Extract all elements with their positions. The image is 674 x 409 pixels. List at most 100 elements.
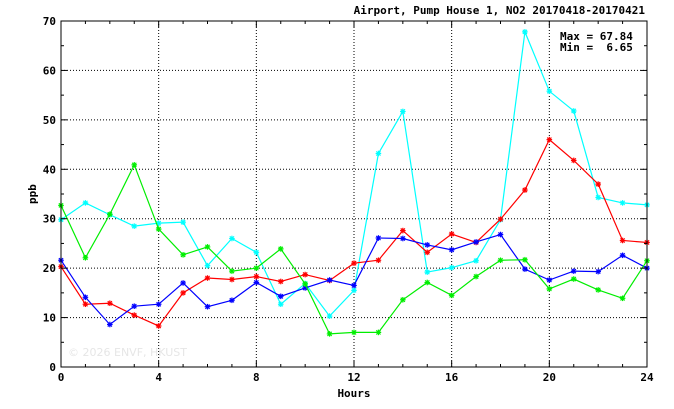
data-point: [82, 294, 89, 301]
y-tick-label: 20: [43, 262, 56, 275]
data-point: [180, 251, 186, 258]
y-tick-label: 10: [43, 312, 56, 325]
data-point: [326, 331, 333, 337]
data-point: [546, 136, 553, 143]
data-point: [497, 257, 504, 264]
data-point: [107, 211, 113, 218]
x-axis-label: Hours: [337, 387, 370, 400]
data-point: [229, 276, 235, 283]
data-point: [277, 301, 284, 308]
data-point: [155, 323, 162, 329]
data-point: [619, 200, 626, 206]
data-point: [570, 108, 577, 114]
data-point: [570, 276, 577, 282]
data-point: [277, 246, 284, 252]
data-point: [546, 88, 553, 94]
data-point: [204, 262, 211, 269]
x-tick-label: 16: [445, 371, 459, 384]
x-tick-label: 0: [58, 371, 65, 384]
data-point: [375, 329, 382, 336]
y-tick-label: 40: [43, 163, 56, 176]
data-point: [497, 231, 504, 238]
data-point: [595, 268, 601, 275]
data-point: [522, 29, 528, 35]
x-tick-label: 8: [253, 371, 260, 384]
data-point: [619, 295, 626, 302]
data-point: [351, 287, 357, 294]
data-point: [204, 244, 211, 250]
ticks: 0 4 8 12 16 20 24 0 10 20 30 40 50 60 70: [43, 15, 654, 384]
data-point: [131, 223, 138, 229]
x-tick-label: 4: [155, 371, 162, 384]
data-point: [155, 226, 162, 232]
data-point: [82, 200, 89, 206]
data-point: [497, 216, 504, 223]
y-axis-label: ppb: [26, 184, 39, 204]
data-point: [400, 235, 406, 242]
data-point: [473, 257, 479, 264]
data-point: [351, 329, 357, 336]
data-point: [155, 301, 162, 308]
data-point: [131, 312, 138, 318]
watermark: © 2026 ENVF, HKUST: [68, 346, 187, 359]
data-point: [302, 281, 308, 287]
data-point: [400, 296, 406, 303]
data-point: [424, 242, 431, 248]
y-tick-label: 30: [43, 213, 56, 226]
data-point: [229, 235, 235, 242]
data-point: [229, 297, 235, 304]
data-point: [204, 303, 211, 310]
y-tick-label: 70: [43, 15, 56, 28]
data-point: [448, 264, 455, 271]
data-point: [253, 279, 260, 286]
data-point: [448, 231, 455, 237]
data-point: [351, 282, 357, 289]
data-point: [82, 254, 89, 261]
data-point: [522, 256, 528, 263]
data-point: [253, 273, 260, 280]
min-annotation: Min = 6.65: [560, 41, 633, 54]
data-point: [253, 249, 260, 256]
data-point: [522, 266, 528, 272]
data-point: [375, 257, 382, 264]
y-tick-label: 0: [49, 361, 56, 374]
data-point: [107, 300, 113, 307]
data-point: [619, 237, 626, 244]
data-point: [595, 194, 601, 201]
grid: [61, 21, 647, 367]
data-point: [375, 150, 382, 157]
data-point: [326, 313, 333, 319]
x-tick-label: 20: [543, 371, 556, 384]
max-annotation: Max = 67.84: [560, 30, 633, 43]
data-point: [253, 265, 260, 271]
data-point: [277, 278, 284, 285]
data-point: [424, 269, 431, 275]
y-tick-label: 50: [43, 114, 56, 127]
data-point: [107, 321, 113, 328]
data-point: [180, 219, 186, 225]
data-point: [473, 239, 479, 245]
series-4: [58, 162, 650, 337]
data-point: [546, 286, 553, 292]
data-point: [131, 303, 138, 310]
chart-title: Airport, Pump House 1, NO2 20170418-2017…: [354, 4, 646, 17]
data-point: [546, 277, 553, 283]
x-tick-label: 24: [640, 371, 654, 384]
data-point: [375, 235, 382, 241]
data-point: [131, 162, 138, 168]
data-point: [204, 275, 211, 281]
data-point: [473, 273, 479, 280]
data-point: [570, 157, 577, 164]
data-point: [180, 280, 186, 286]
data-point: [448, 292, 455, 299]
data-point: [351, 260, 357, 266]
data-point: [82, 301, 89, 308]
data-point: [400, 108, 406, 115]
data-point: [424, 279, 431, 286]
data-point: [595, 287, 601, 293]
data-point: [424, 249, 431, 256]
data-point: [277, 293, 284, 300]
data-point: [326, 277, 333, 283]
